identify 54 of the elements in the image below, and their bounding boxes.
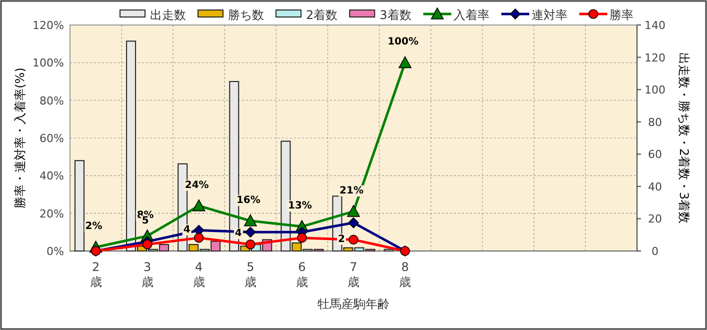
x-tick-label: 4 歳 [192,260,205,289]
data-label: 100% [388,36,418,48]
y-tick-label: 0% [46,245,64,258]
x-tick-label: 6 歳 [296,260,308,289]
data-label: 21% [340,185,364,196]
data-label: 13% [288,200,312,212]
legend-label: 入着率 [453,8,490,22]
y2-axis-title: 出走数・勝ち数・2着数・3着数 [677,52,691,224]
y-tick-label: 20% [40,207,64,220]
y-tick-label: 120% [32,19,64,32]
y-tick-label: 40% [40,170,64,183]
y-tick-label: 100% [32,56,64,70]
x-tick-label: 2 歳 [90,260,102,289]
y-axis-title: 勝率・連対率・入着率(%) [13,68,27,208]
x-tick-label: 7 歳 [348,260,360,289]
point [245,226,256,238]
point [398,56,412,68]
bar [74,160,84,252]
legend-label: 2着数 [306,8,338,22]
y2-tick-label: 120 [644,51,666,64]
point [348,217,359,228]
y2-tick-label: 20 [648,212,662,226]
legend-label: 連対率 [531,8,568,22]
point [347,205,360,217]
x-tick-label: 3 歳 [141,260,154,289]
y-tick-label: 80% [40,94,64,108]
point [348,234,358,245]
legend-label: 勝率 [609,8,634,22]
legend-label: 出走数 [150,8,186,22]
point [246,240,256,250]
legend-label: 勝ち数 [228,8,264,22]
y2-tick-label: 140 [644,19,666,32]
point [192,199,206,212]
y2-tick-label: 100 [644,84,666,97]
data-label: 16% [236,194,260,206]
point [244,214,257,226]
data-label: 2% [85,221,102,232]
point [194,232,204,243]
point [297,232,307,243]
annotation: 4 [183,224,190,236]
y2-tick-label: 0 [652,245,658,258]
x-tick-label: 8 歳 [399,260,412,289]
data-label: 5 [142,216,149,227]
annotation: 2 [338,234,346,245]
y2-tick-label: 60 [648,148,662,162]
y2-tick-label: 80 [648,116,662,129]
legend-label: 3着数 [380,8,412,22]
annotation: 4 [234,228,242,240]
x-axis-title: 牡馬産駒年齢 [318,297,390,311]
data-label: 24% [184,180,209,191]
x-tick-label: 5 歳 [244,260,256,289]
y2-tick-label: 40 [648,180,662,194]
y-tick-label: 60% [40,132,64,145]
point [142,240,152,250]
